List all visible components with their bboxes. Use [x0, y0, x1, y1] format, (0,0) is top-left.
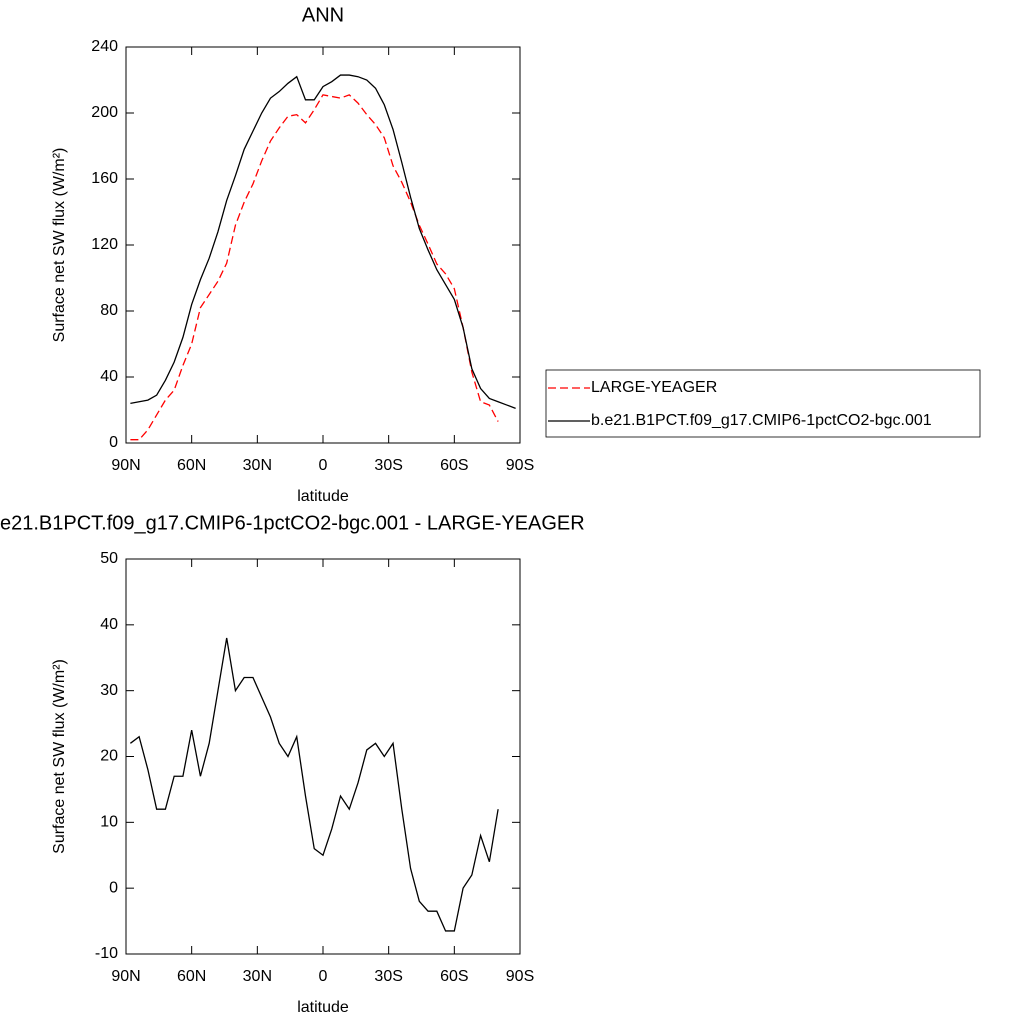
y-tick-label: 20	[100, 748, 118, 765]
y-tick-label: -10	[95, 945, 118, 962]
x-tick-label: 30S	[374, 457, 402, 474]
x-tick-label: 90N	[111, 457, 140, 474]
data-line	[129, 637, 499, 932]
y-tick-label: 40	[100, 368, 118, 385]
x-tick-label: 60S	[440, 968, 468, 985]
chart-title: ANN	[302, 4, 344, 26]
y-axis-label: Surface net SW flux (W/m²)	[51, 148, 68, 343]
y-tick-label: 50	[100, 550, 118, 567]
x-tick-label: 90N	[111, 968, 140, 985]
x-tick-label: 0	[319, 457, 328, 474]
legend-label: b.e21.B1PCT.f09_g17.CMIP6-1pctCO2-bgc.00…	[591, 412, 932, 429]
y-tick-label: 240	[91, 38, 118, 55]
y-tick-label: 160	[91, 170, 118, 187]
y-tick-label: 10	[100, 814, 118, 831]
x-tick-label: 30N	[243, 457, 272, 474]
legend-label: LARGE-YEAGER	[591, 379, 717, 396]
plot-frame	[125, 46, 521, 444]
y-tick-label: 30	[100, 682, 118, 699]
y-tick-label: 80	[100, 302, 118, 319]
x-tick-label: 60S	[440, 457, 468, 474]
y-tick-label: 40	[100, 616, 118, 633]
x-tick-label: 90S	[506, 968, 534, 985]
legend-box	[545, 369, 981, 438]
x-tick-label: 90S	[506, 457, 534, 474]
chart-title: e21.B1PCT.f09_g17.CMIP6-1pctCO2-bgc.001 …	[0, 512, 585, 534]
y-tick-label: 120	[91, 236, 118, 253]
data-line	[130, 74, 516, 409]
y-tick-label: 0	[109, 879, 118, 896]
x-tick-label: 30S	[374, 968, 402, 985]
x-tick-label: 0	[319, 968, 328, 985]
y-tick-label: 0	[109, 434, 118, 451]
y-tick-label: 200	[91, 104, 118, 121]
x-axis-label: latitude	[297, 488, 349, 505]
x-tick-label: 60N	[177, 968, 206, 985]
y-axis-label: Surface net SW flux (W/m²)	[51, 659, 68, 854]
x-tick-label: 60N	[177, 457, 206, 474]
data-line	[130, 94, 499, 441]
x-tick-label: 30N	[243, 968, 272, 985]
plot-frame	[125, 558, 521, 955]
x-axis-label: latitude	[297, 999, 349, 1016]
